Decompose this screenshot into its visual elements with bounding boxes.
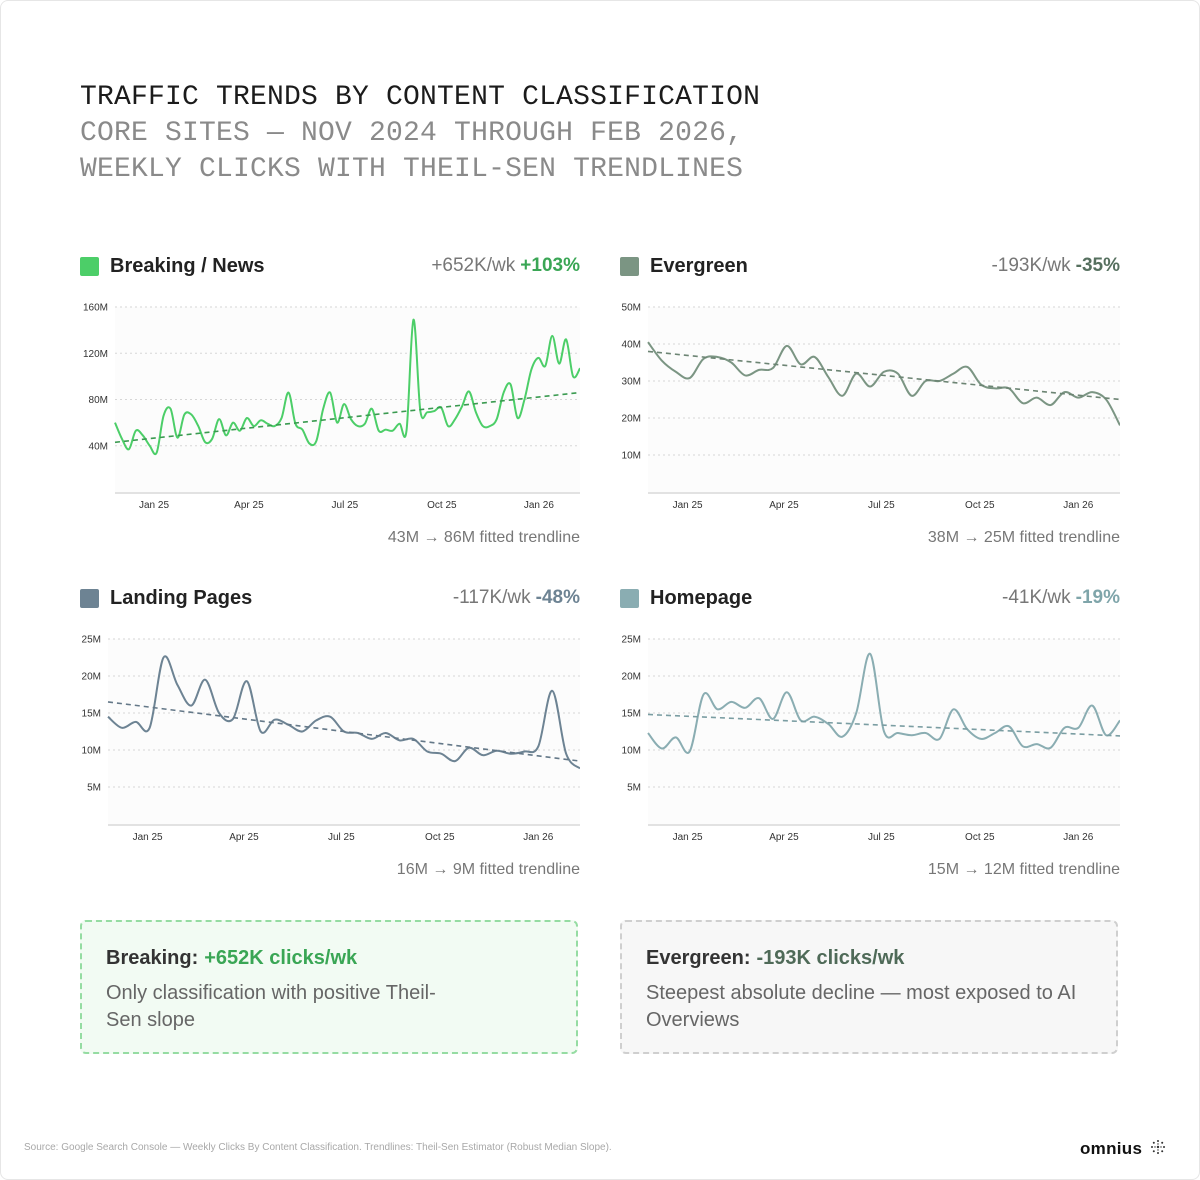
x-tick-label: Jan 25 [673, 500, 703, 511]
series-line [114, 318, 580, 456]
x-tick-label: Jan 26 [1063, 832, 1093, 843]
page-title: TRAFFIC TRENDS BY CONTENT CLASSIFICATION [80, 82, 761, 113]
callout-evergreen: Evergreen: -193K clicks/wk Steepest absol… [620, 920, 1118, 1054]
line-chart: 10M 20M 30M 40M 50M Jan 25 Apr 25 Jul 25 Oct 25 J… [622, 303, 1120, 511]
y-tick-label: 25M [82, 635, 101, 646]
callout-body: Only classification with positive Theil-… [106, 982, 436, 1031]
y-tick-label: 10M [622, 451, 641, 462]
callout-label: Evergreen: [646, 947, 751, 969]
x-tick-label: Oct 25 [425, 832, 455, 843]
header: TRAFFIC TRENDS BY CONTENT CLASSIFICATION… [80, 80, 760, 188]
line-chart: 40M 80M 120M 160M Jan 25 Apr 25 Jul 25 Oct 25 Ja… [83, 303, 580, 511]
x-tick-label: Apr 25 [769, 500, 799, 511]
callout-label: Breaking: [106, 947, 199, 969]
callout-body: Steepest absolute decline — most exposed… [646, 982, 1077, 1031]
legend-swatch [80, 589, 99, 608]
chart-title: Evergreen [650, 255, 748, 277]
page-subtitle-line1: CORE SITES — NOV 2024 THROUGH FEB 2026, [80, 118, 744, 149]
trendline-footnote: 38M → 25M fitted trendline [927, 529, 1120, 546]
y-tick-label: 20M [82, 672, 101, 683]
y-tick-label: 5M [627, 783, 641, 794]
y-tick-label: 20M [622, 672, 641, 683]
y-tick-label: 5M [87, 783, 101, 794]
chart-title: Homepage [650, 587, 753, 609]
trendline [647, 713, 1120, 737]
callout-value: -193K clicks/wk [756, 947, 905, 969]
x-tick-label: Oct 25 [427, 500, 457, 511]
series-line [647, 341, 1120, 426]
y-tick-label: 40M [622, 340, 641, 351]
plot-area [648, 307, 1120, 492]
chart-header: Evergreen -193K/wk -35% [620, 254, 1120, 278]
x-tick-label: Oct 25 [965, 832, 995, 843]
x-tick-label: Apr 25 [769, 832, 799, 843]
trendline-footnote: 16M → 9M fitted trendline [396, 861, 580, 878]
x-tick-label: Jul 25 [332, 500, 359, 511]
legend-swatch [620, 589, 639, 608]
chart-stat: +652K/wk +103% [431, 254, 580, 278]
legend-swatch [620, 257, 639, 276]
y-tick-label: 50M [622, 303, 641, 314]
x-tick-label: Apr 25 [234, 500, 264, 511]
slope-label: -117K/wk [452, 587, 531, 608]
y-tick-label: 30M [622, 377, 641, 388]
x-tick-label: Jan 26 [1063, 500, 1093, 511]
slope-label: -193K/wk [991, 255, 1071, 276]
chart-header: Landing Pages -117K/wk -48% [80, 586, 580, 610]
brand-wordmark: omnius [1080, 1139, 1143, 1158]
change-label: +103% [520, 255, 580, 276]
x-tick-label: Oct 25 [965, 500, 995, 511]
y-tick-label: 40M [89, 441, 108, 452]
page-subtitle-line2: WEEKLY CLICKS WITH THEIL-SEN TRENDLINES [80, 154, 744, 185]
trendline [114, 391, 580, 444]
y-tick-label: 160M [83, 303, 108, 314]
series-line [647, 652, 1120, 754]
x-tick-label: Jan 25 [673, 832, 703, 843]
y-tick-label: 20M [622, 414, 641, 425]
slope-label: +652K/wk [431, 255, 516, 276]
legend-swatch [80, 257, 99, 276]
trendline [647, 350, 1120, 401]
line-chart: 5M 10M 15M 20M 25M Jan 25 Apr 25 Jul 25 Oct 25 Ja… [622, 635, 1120, 843]
brand-dots-icon [1151, 1140, 1166, 1154]
trendline-footnote: 15M → 12M fitted trendline [927, 861, 1120, 878]
chart-stat: -117K/wk -48% [453, 586, 580, 610]
y-tick-label: 25M [622, 635, 641, 646]
callout-breaking: Breaking: +652K clicks/wk Only classifica… [80, 920, 578, 1054]
y-tick-label: 15M [82, 709, 101, 720]
y-tick-label: 80M [89, 395, 108, 406]
chart-title: Breaking / News [110, 255, 265, 277]
x-tick-label: Jul 25 [868, 500, 895, 511]
chart-header: Homepage -41K/wk -19% [620, 586, 1120, 610]
change-label: -48% [535, 587, 580, 608]
x-tick-label: Jan 26 [524, 500, 554, 511]
trendline [107, 701, 580, 762]
chart-header: Breaking / News +652K/wk +103% [80, 254, 580, 278]
chart-stat: -41K/wk -19% [1002, 586, 1120, 610]
x-tick-label: Jul 25 [868, 832, 895, 843]
y-tick-label: 15M [622, 709, 641, 720]
x-tick-label: Jan 25 [139, 500, 169, 511]
x-tick-label: Jan 25 [133, 832, 163, 843]
slope-label: -41K/wk [1002, 587, 1071, 608]
x-tick-label: Jan 26 [523, 832, 553, 843]
y-tick-label: 10M [622, 746, 641, 757]
trendline-footnote: 43M → 86M fitted trendline [387, 529, 580, 546]
change-label: -35% [1075, 255, 1120, 276]
source-note: Source: Google Search Console — Weekly C… [24, 1142, 612, 1153]
chart-stat: -193K/wk -35% [991, 254, 1120, 278]
line-chart: 5M 10M 15M 20M 25M Jan 25 Apr 25 Jul 25 Oct 25 Ja… [82, 635, 580, 843]
callout-value: +652K clicks/wk [204, 947, 358, 969]
y-tick-label: 120M [83, 349, 108, 360]
change-label: -19% [1075, 587, 1120, 608]
y-tick-label: 10M [82, 746, 101, 757]
brand-logo: omnius [1080, 1138, 1167, 1159]
x-tick-label: Apr 25 [229, 832, 259, 843]
chart-title: Landing Pages [110, 587, 253, 609]
x-tick-label: Jul 25 [328, 832, 355, 843]
